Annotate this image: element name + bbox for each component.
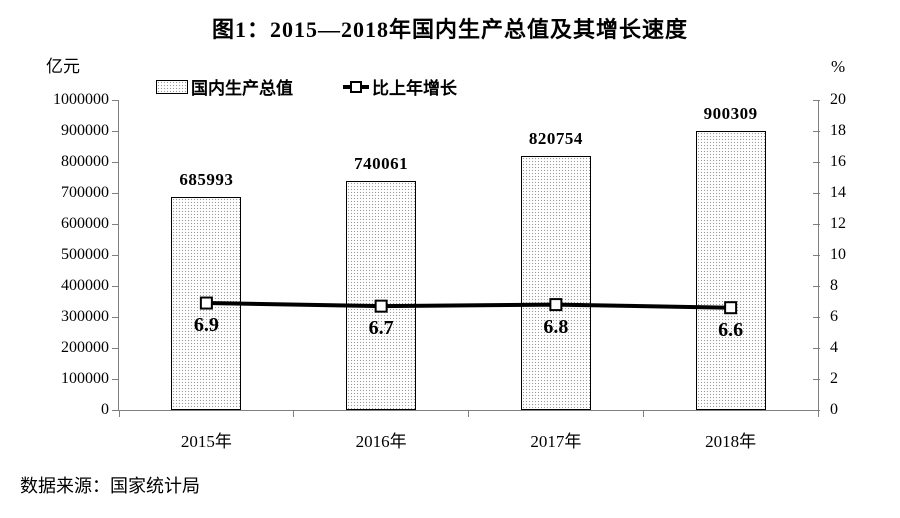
chart-title: 图1：2015—2018年国内生产总值及其增长速度 xyxy=(211,17,688,42)
left-axis-tick xyxy=(112,409,119,411)
growth-value-label: 6.7 xyxy=(368,317,394,340)
right-axis-tick-label: 14 xyxy=(830,184,846,201)
right-axis-tick-label: 20 xyxy=(830,91,846,108)
x-axis-tick xyxy=(293,410,295,417)
left-axis-unit-label: 亿元 xyxy=(46,57,80,76)
bar-swatch-icon xyxy=(156,79,188,94)
right-axis-tick-label: 16 xyxy=(830,153,846,170)
right-axis-tick-label: 6 xyxy=(830,308,838,325)
left-axis-tick-label: 400000 xyxy=(61,277,109,294)
right-axis-tick xyxy=(813,409,820,411)
left-axis-tick-label: 700000 xyxy=(61,184,109,201)
gdp-bar xyxy=(695,130,766,410)
left-axis-tick-label: 100000 xyxy=(61,370,109,387)
x-axis-tick xyxy=(817,410,819,417)
gdp-bar xyxy=(520,155,591,410)
left-axis-tick xyxy=(112,378,119,380)
left-axis-tick xyxy=(112,130,119,132)
legend-item-growth: 比上年增长 xyxy=(343,74,457,99)
growth-value-label: 6.6 xyxy=(718,318,744,341)
right-axis-tick xyxy=(813,223,820,225)
legend-item-gdp: 国内生产总值 xyxy=(156,74,293,99)
left-axis-tick xyxy=(112,192,119,194)
right-axis-tick xyxy=(813,161,820,163)
left-axis-tick xyxy=(112,316,119,318)
x-axis-category-label: 2017年 xyxy=(530,432,582,451)
right-axis-tick-label: 0 xyxy=(830,401,838,418)
x-axis-category-label: 2016年 xyxy=(355,432,407,451)
line-marker-swatch-icon xyxy=(343,80,369,93)
right-axis-tick xyxy=(813,347,820,349)
square-marker-icon xyxy=(350,80,362,93)
growth-marker-icon xyxy=(549,298,563,312)
left-axis-tick xyxy=(112,161,119,163)
gdp-value-label: 740061 xyxy=(354,153,409,173)
x-axis-category-label: 2018年 xyxy=(705,432,757,451)
legend-label-gdp: 国内生产总值 xyxy=(191,79,293,98)
gdp-bar xyxy=(346,180,417,410)
growth-value-label: 6.8 xyxy=(543,315,569,338)
growth-line xyxy=(206,301,731,310)
left-axis-tick-label: 900000 xyxy=(61,122,109,139)
right-axis-tick xyxy=(813,192,820,194)
growth-marker-icon xyxy=(374,299,388,313)
gdp-value-label: 900309 xyxy=(703,103,758,123)
plot-area: 0 100000 200000 300000 400000 500000 600000 700… xyxy=(53,91,846,451)
left-axis-tick-label: 600000 xyxy=(61,215,109,232)
left-axis-tick-label: 500000 xyxy=(61,246,109,263)
growth-marker-icon xyxy=(724,301,738,315)
left-axis-tick-label: 0 xyxy=(101,401,109,418)
right-axis-tick xyxy=(813,99,820,101)
right-axis-tick xyxy=(813,254,820,256)
gdp-value-label: 820754 xyxy=(528,128,583,148)
data-source-note: 数据来源：国家统计局 xyxy=(20,476,200,496)
left-axis-tick xyxy=(112,347,119,349)
left-axis-tick xyxy=(112,99,119,101)
right-axis-tick xyxy=(813,378,820,380)
x-axis-category-label: 2015年 xyxy=(180,432,232,451)
x-axis-tick xyxy=(468,410,469,417)
right-axis-tick-label: 4 xyxy=(830,339,838,356)
right-axis-tick xyxy=(813,130,820,132)
legend-label-growth: 比上年增长 xyxy=(372,79,457,98)
gdp-value-label: 685993 xyxy=(179,170,234,190)
right-axis-tick-label: 18 xyxy=(830,122,846,139)
growth-line-series xyxy=(199,296,738,315)
left-axis-tick-label: 300000 xyxy=(61,308,109,325)
right-axis-tick-label: 10 xyxy=(830,246,846,263)
left-axis-tick xyxy=(112,285,119,287)
left-axis-tick xyxy=(112,254,119,256)
left-axis-tick-label: 1000000 xyxy=(53,91,109,108)
right-axis-tick-label: 12 xyxy=(830,215,846,232)
right-axis-tick-label: 8 xyxy=(830,277,838,294)
left-axis-tick-label: 800000 xyxy=(61,153,109,170)
x-axis-tick xyxy=(642,410,644,417)
x-axis-tick xyxy=(118,410,120,417)
right-axis-tick-label: 2 xyxy=(830,370,838,387)
right-axis-unit-label: % xyxy=(831,57,846,76)
chart-legend: 国内生产总值 比上年增长 xyxy=(156,74,457,99)
right-axis-tick xyxy=(813,316,820,318)
growth-value-label: 6.9 xyxy=(193,314,219,337)
growth-marker-icon xyxy=(199,296,213,310)
left-axis-tick xyxy=(112,223,119,225)
right-axis-tick xyxy=(813,285,820,287)
left-axis-tick-label: 200000 xyxy=(61,339,109,356)
